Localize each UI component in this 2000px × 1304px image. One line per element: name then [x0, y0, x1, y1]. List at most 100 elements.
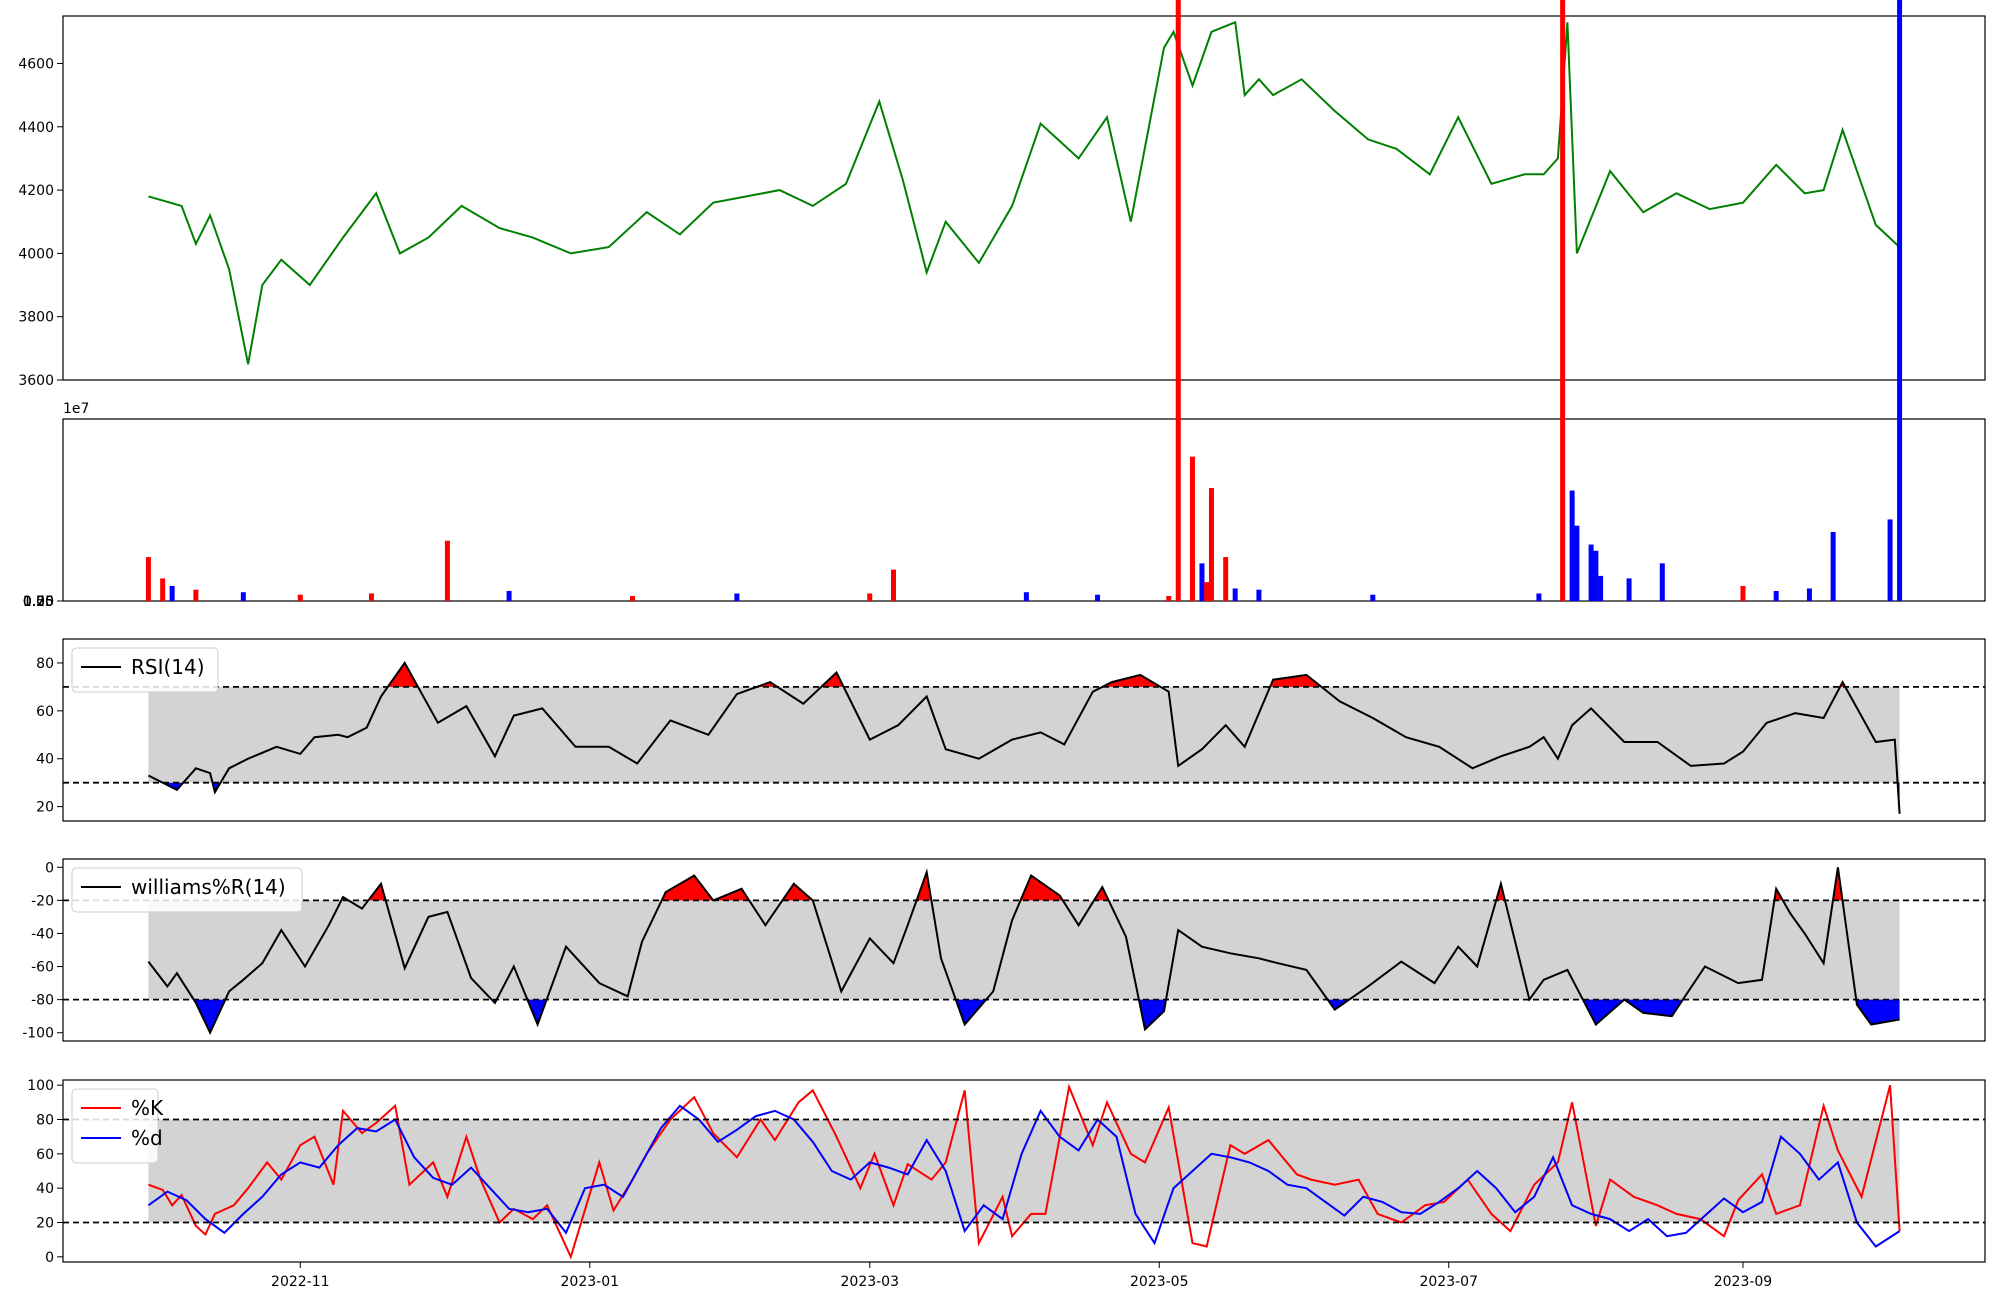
x-tick-label: 2022-11 [271, 1274, 330, 1290]
volume-bar [1588, 544, 1594, 601]
volume-bar [444, 540, 450, 601]
volume-bar [867, 593, 873, 601]
volume-bar [160, 578, 166, 601]
williams-oversold-fill [193, 999, 226, 1033]
volume-bar [1574, 525, 1580, 601]
volume-bar [890, 569, 896, 601]
volume-bar [1830, 531, 1836, 601]
volume-bar [169, 585, 175, 601]
volume-bar [1887, 519, 1893, 601]
volume-bar [629, 595, 635, 601]
volume-bar [1897, 0, 1903, 601]
volume-bar [1223, 557, 1229, 601]
volume-bar [1806, 588, 1812, 601]
price-line [148, 20, 1901, 365]
volume-bar [1593, 550, 1599, 601]
volume-bar [297, 594, 303, 601]
rsi-line [147, 661, 1901, 814]
stochastic-frame [62, 1079, 1986, 1263]
williams-oversold-fill [1138, 999, 1166, 1030]
williams-ytick-label: -80 [31, 993, 54, 1009]
volume-ytick-label: 1.25 [23, 594, 54, 610]
price-ytick-label: 4600 [18, 56, 54, 72]
rsi-overbought-fill [1102, 674, 1161, 687]
volume-bar [1166, 595, 1172, 601]
x-tick-label: 2023-09 [1714, 1274, 1773, 1290]
stochastic-ytick-label: 20 [36, 1216, 54, 1232]
rsi-legend-box [71, 647, 219, 693]
volume-ytick-label: 0.50 [23, 594, 54, 610]
rsi-frame [62, 638, 1986, 822]
williams-ytick-label: -40 [31, 926, 54, 942]
stochastic-ytick-label: 80 [36, 1112, 54, 1128]
stochastic-ytick-label: 40 [36, 1181, 54, 1197]
volume-bar [1560, 0, 1566, 601]
williams-ytick-label: -100 [22, 1026, 54, 1042]
price-ytick-label: 3800 [18, 310, 54, 326]
x-tick-label: 2023-01 [561, 1274, 620, 1290]
williams-oversold-fill [527, 999, 547, 1025]
volume-bar [1095, 594, 1101, 601]
rsi-ytick-label: 40 [36, 752, 54, 768]
rsi-ytick-label: 20 [36, 800, 54, 816]
williams-overbought-fill [782, 883, 813, 901]
volume-bar [1370, 594, 1376, 601]
price-ytick-label: 4200 [18, 183, 54, 199]
volume-frame [62, 418, 1986, 602]
williams-oversold-fill [1624, 999, 1683, 1017]
volume-ytick-label: 0.75 [23, 594, 54, 610]
volume-bar [1740, 585, 1746, 601]
volume-bar [1199, 563, 1205, 601]
volume-bar [1598, 575, 1604, 601]
volume-bar [1659, 563, 1665, 601]
volume-bar [1256, 589, 1262, 601]
x-tick-label: 2023-03 [841, 1274, 900, 1290]
stochastic-d-line [147, 1104, 1901, 1248]
volume-bar [506, 590, 512, 601]
volume-bar [145, 557, 151, 601]
x-tick-label: 2023-05 [1130, 1274, 1189, 1290]
rsi-legend-label: RSI(14) [131, 655, 205, 679]
stochastic-legend-label: %K [131, 1096, 164, 1120]
williams-band [148, 900, 1900, 1000]
volume-offset-label: 1e7 [63, 401, 89, 417]
rsi-overbought-fill [387, 662, 418, 687]
price-frame [62, 15, 1986, 381]
stochastic-band [148, 1119, 1900, 1223]
volume-bar [240, 592, 246, 601]
volume-bar [1175, 0, 1181, 601]
stochastic-legend-label: %d [131, 1126, 163, 1150]
stochastic-ytick-label: 100 [27, 1078, 54, 1094]
rsi-band [148, 686, 1900, 783]
williams-overbought-fill [1094, 887, 1109, 901]
volume-ytick-label: 0.25 [23, 594, 54, 610]
williams-overbought-fill [1020, 875, 1063, 901]
volume-bar [1023, 592, 1029, 601]
x-tick-label: 2023-07 [1419, 1274, 1478, 1290]
price-ytick-label: 3600 [18, 373, 54, 389]
price-ytick-label: 4000 [18, 246, 54, 262]
stochastic-k-line [148, 1083, 1901, 1260]
volume-bar [1773, 590, 1779, 601]
rsi-ytick-label: 80 [36, 656, 54, 672]
volume-bar [1204, 582, 1210, 601]
williams-ytick-label: -60 [31, 960, 54, 976]
williams-ytick-label: -20 [31, 893, 54, 909]
volume-bar [734, 593, 740, 601]
volume-bar [1208, 488, 1214, 601]
williams-overbought-fill [661, 875, 714, 901]
volume-bar [1232, 588, 1238, 601]
volume-bar [1569, 490, 1575, 601]
williams-ytick-label: 0 [45, 860, 54, 876]
williams-overbought-fill [1833, 867, 1843, 901]
price-ytick-label: 4400 [18, 120, 54, 136]
williams-frame [62, 858, 1986, 1042]
volume-ytick-label: 1.00 [23, 594, 54, 610]
volume-bar [368, 593, 374, 601]
stochastic-ytick-label: 0 [45, 1250, 54, 1266]
williams-overbought-fill [1496, 883, 1505, 901]
williams-legend-label: williams%R(14) [131, 875, 286, 899]
volume-ytick-label: 0.00 [23, 594, 54, 610]
stochastic-ytick-label: 60 [36, 1147, 54, 1163]
